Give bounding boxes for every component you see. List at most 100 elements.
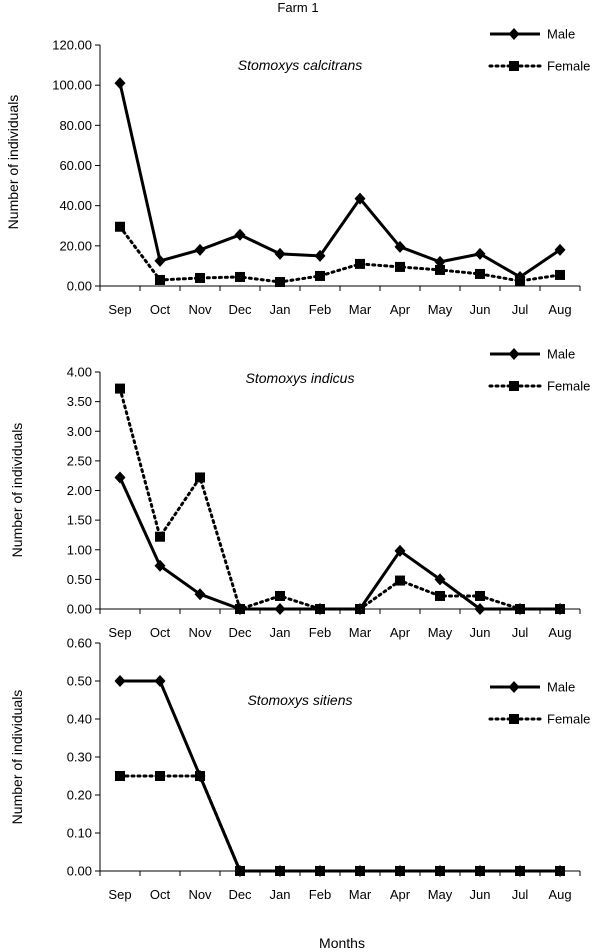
- x-tick-label: Jul: [512, 887, 529, 902]
- y-tick-label: 120.00: [52, 38, 92, 53]
- x-tick-label: Jul: [512, 302, 529, 317]
- data-point-female: [395, 261, 405, 272]
- chart-title: Stomoxys calcitrans: [238, 57, 362, 73]
- data-point-female: [435, 264, 445, 275]
- data-point-female: [515, 275, 525, 286]
- data-point-female: [155, 771, 165, 781]
- y-tick-label: 0.10: [67, 826, 92, 841]
- x-axis-label: Months: [319, 935, 365, 951]
- y-tick-label: 4.00: [67, 365, 92, 380]
- y-axis-label: Number of individuals: [5, 95, 21, 230]
- data-point-male: [154, 675, 166, 687]
- y-tick-label: 0.20: [67, 788, 92, 803]
- x-tick-label: Nov: [188, 302, 212, 317]
- y-axis-label: Number of individuals: [9, 690, 25, 825]
- data-point-female: [315, 604, 325, 614]
- x-tick-label: Mar: [349, 625, 372, 640]
- data-point-female: [195, 472, 205, 483]
- legend-marker-female: [509, 61, 519, 71]
- y-tick-label: 0.30: [67, 750, 92, 765]
- legend-label-male: Male: [547, 27, 575, 42]
- data-point-male: [114, 675, 126, 687]
- data-point-female: [515, 604, 525, 614]
- x-tick-label: Dec: [228, 625, 252, 640]
- data-point-female: [155, 274, 165, 285]
- x-tick-label: May: [428, 625, 453, 640]
- x-tick-label: Aug: [548, 625, 571, 640]
- data-point-male: [274, 603, 286, 615]
- x-tick-label: Aug: [548, 887, 571, 902]
- x-tick-label: Oct: [150, 887, 171, 902]
- y-tick-label: 0.00: [67, 602, 92, 617]
- data-point-female: [475, 268, 485, 279]
- legend-label-female: Female: [547, 379, 590, 394]
- data-point-female: [275, 866, 285, 876]
- data-point-female: [315, 866, 325, 876]
- x-tick-label: Dec: [228, 887, 252, 902]
- x-tick-label: Jan: [270, 302, 291, 317]
- x-tick-label: May: [428, 302, 453, 317]
- figure-title: Farm 1: [277, 0, 318, 15]
- data-point-female: [475, 590, 485, 601]
- data-point-female: [515, 866, 525, 876]
- series-line-female: [118, 774, 562, 873]
- data-point-male: [154, 559, 166, 572]
- series-line-female: [118, 225, 562, 284]
- y-tick-label: 3.00: [67, 424, 92, 439]
- data-point-female: [555, 866, 565, 876]
- x-tick-label: Jun: [470, 625, 491, 640]
- y-tick-label: 100.00: [52, 78, 92, 93]
- data-point-male: [114, 77, 126, 90]
- series-line-female: [118, 387, 562, 611]
- chart-title: Stomoxys sitiens: [247, 692, 352, 708]
- data-point-male: [234, 228, 246, 241]
- legend-marker-male: [508, 348, 520, 360]
- data-point-female: [355, 866, 365, 876]
- y-tick-label: 80.00: [59, 118, 92, 133]
- y-tick-label: 20.00: [59, 238, 92, 253]
- data-point-female: [355, 604, 365, 614]
- data-point-male: [434, 255, 446, 268]
- data-point-female: [235, 604, 245, 614]
- data-point-female: [435, 590, 445, 601]
- data-point-male: [274, 247, 286, 260]
- data-point-female: [555, 604, 565, 614]
- x-tick-label: Apr: [390, 887, 411, 902]
- legend-marker-male: [508, 681, 520, 693]
- data-point-male: [474, 603, 486, 615]
- x-tick-label: Oct: [150, 302, 171, 317]
- x-tick-label: May: [428, 887, 453, 902]
- chart-title: Stomoxys indicus: [246, 370, 355, 386]
- x-tick-label: Sep: [108, 887, 131, 902]
- x-tick-label: Feb: [309, 625, 331, 640]
- data-point-male: [354, 192, 366, 205]
- data-point-female: [275, 276, 285, 287]
- data-point-female: [315, 270, 325, 281]
- data-point-female: [115, 771, 125, 781]
- y-tick-label: 0.00: [67, 279, 92, 294]
- legend-label-female: Female: [547, 712, 590, 727]
- y-axis-label: Number of individuals: [9, 423, 25, 558]
- y-tick-label: 60.00: [59, 158, 92, 173]
- data-point-male: [194, 243, 206, 256]
- x-tick-label: Sep: [108, 302, 131, 317]
- data-point-female: [195, 771, 205, 781]
- data-point-male: [434, 573, 446, 586]
- legend-marker-female: [509, 381, 519, 391]
- x-tick-label: Dec: [228, 302, 252, 317]
- data-point-female: [395, 575, 405, 586]
- data-point-female: [115, 221, 125, 232]
- series-line-male: [118, 82, 561, 279]
- data-point-male: [394, 544, 406, 557]
- x-tick-label: Jul: [512, 625, 529, 640]
- data-point-female: [275, 590, 285, 601]
- y-tick-label: 1.50: [67, 513, 92, 528]
- y-tick-label: 2.00: [67, 483, 92, 498]
- legend-marker-male: [508, 28, 520, 40]
- data-point-male: [474, 247, 486, 260]
- y-tick-label: 3.50: [67, 394, 92, 409]
- x-tick-label: Mar: [349, 887, 372, 902]
- data-point-female: [235, 866, 245, 876]
- data-point-female: [235, 271, 245, 282]
- y-tick-label: 0.50: [67, 572, 92, 587]
